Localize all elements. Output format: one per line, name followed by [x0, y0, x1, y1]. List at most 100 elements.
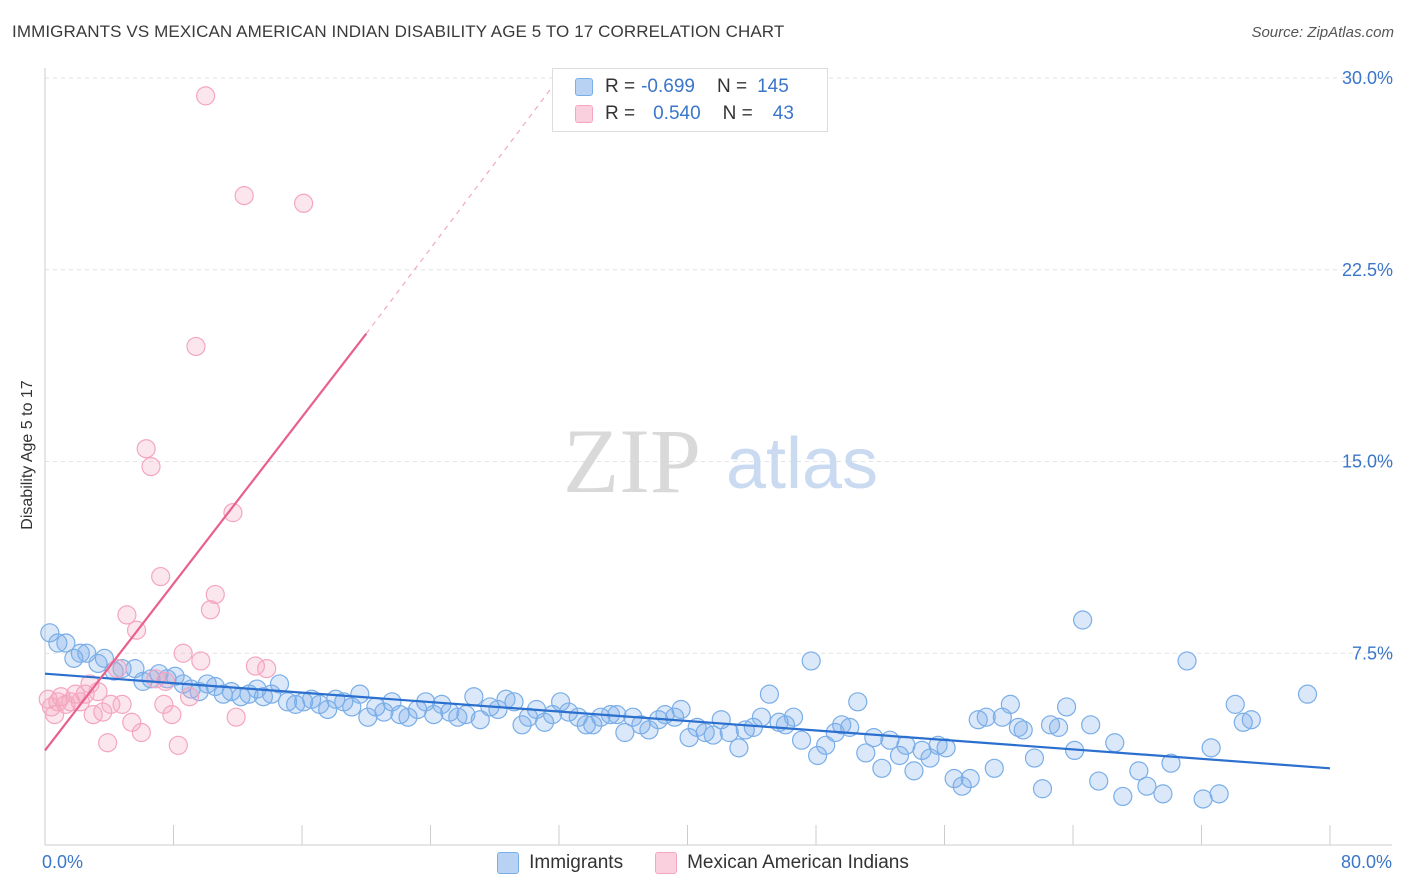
immigrants-point — [1081, 715, 1101, 735]
immigrants-trend-line — [44, 672, 1331, 770]
immigrants-point — [64, 648, 84, 668]
mexican-american-indians-point — [234, 186, 254, 206]
immigrants-point — [1241, 710, 1261, 730]
immigrants-point — [88, 653, 108, 674]
immigrants-point — [1113, 786, 1133, 807]
y-tick-label: 30.0% — [1342, 68, 1393, 88]
immigrants-point — [1000, 694, 1020, 714]
immigrants-point — [751, 707, 771, 727]
immigrants-point — [70, 643, 90, 663]
series-name-immigrants: Immigrants — [529, 852, 624, 873]
mexican-american-indians-point — [112, 694, 132, 714]
y-tick-label: 15.0% — [1342, 452, 1393, 472]
immigrants-point — [94, 648, 115, 668]
mexican-american-indians-point — [141, 457, 161, 477]
axes — [44, 68, 1392, 846]
chart-title: IMMIGRANTS VS MEXICAN AMERICAN INDIAN DI… — [12, 22, 785, 41]
immigrants-point — [374, 702, 394, 722]
immigrants-point — [1137, 776, 1157, 796]
trend-lines — [44, 77, 1331, 770]
immigrants-point — [904, 761, 924, 781]
immigrants-points — [40, 610, 1318, 809]
mexican-american-indians-point — [257, 658, 277, 679]
mexican-american-indians-point — [223, 503, 243, 523]
mexican-american-indians-point — [200, 600, 221, 620]
immigrants-point — [424, 705, 444, 725]
immigrants-point — [504, 692, 524, 712]
legend-n-value: 43 — [772, 103, 794, 124]
immigrants-point — [719, 722, 739, 743]
immigrants-point — [1297, 684, 1318, 704]
mexican-american-indians-trend-extension — [365, 77, 560, 335]
mexican-american-indians-point — [136, 439, 156, 459]
y-tick-label: 7.5% — [1352, 643, 1393, 663]
mexican-american-indians-point — [151, 566, 171, 587]
immigrants-point — [1073, 610, 1093, 630]
watermark-atlas: atlas — [726, 424, 878, 504]
mexican-american-indians-point — [179, 687, 200, 707]
mexican-american-indians-point — [98, 733, 118, 753]
immigrants-point — [896, 735, 916, 755]
immigrants-point — [1201, 738, 1221, 758]
immigrants-point — [936, 738, 956, 758]
mexican-american-indians-point — [154, 694, 174, 714]
immigrants-point — [952, 776, 972, 796]
series-legend: Immigrants Mexican American Indians — [0, 852, 1406, 874]
immigrants-point — [856, 743, 876, 763]
immigrants-point — [808, 745, 828, 766]
watermark: ZIP atlas — [563, 410, 878, 512]
immigrants-point — [1013, 720, 1033, 740]
watermark-zip: ZIP — [563, 410, 701, 512]
immigrants-point — [165, 666, 185, 686]
mexican-american-indians-point — [226, 707, 246, 727]
immigrants-point — [534, 712, 555, 732]
mexican-american-indians-point — [205, 584, 225, 605]
legend-n-value: 145 — [757, 76, 789, 97]
immigrants-point — [791, 730, 812, 750]
immigrants-point — [398, 707, 418, 727]
immigrants-point — [944, 768, 964, 789]
legend-n-label: N = — [716, 76, 748, 97]
immigrants-point — [1032, 779, 1053, 799]
immigrants-point — [512, 715, 532, 735]
immigrants-point — [801, 651, 821, 671]
immigrants-point — [783, 707, 804, 727]
legend-r-value: 0.540 — [653, 103, 701, 124]
immigrants-point — [615, 722, 635, 743]
mexican-american-indians-points — [38, 86, 314, 755]
immigrants-point — [848, 692, 868, 712]
immigrants-point — [470, 710, 490, 730]
immigrants-point — [1089, 771, 1109, 791]
series-name-mexican-american-indians: Mexican American Indians — [687, 852, 909, 873]
immigrants-point — [984, 758, 1004, 778]
legend-r-label: R = — [605, 76, 636, 97]
immigrants-point — [816, 735, 836, 755]
mexican-american-indians-point — [294, 193, 314, 213]
series-swatch-mexican-american-indians — [655, 852, 678, 874]
immigrants-point — [269, 674, 290, 694]
immigrants-point — [703, 725, 723, 745]
mexican-american-indians-point — [101, 694, 121, 714]
series-legend-immigrants[interactable]: Immigrants — [497, 852, 623, 874]
x-tick-label-max: 80.0% — [1340, 852, 1392, 872]
immigrants-point — [1193, 789, 1213, 809]
mexican-american-indians-point — [191, 651, 211, 671]
immigrants-point — [1153, 784, 1173, 804]
legend-n-label: N = — [722, 103, 753, 124]
immigrants-point — [48, 633, 68, 653]
series-legend-mexican-american-indians[interactable]: Mexican American Indians — [655, 852, 909, 874]
immigrants-point — [488, 699, 508, 720]
immigrants-point — [40, 623, 60, 643]
immigrants-point — [639, 720, 659, 740]
mexican-american-indians-point — [196, 86, 216, 106]
source-note: Source: ZipAtlas.com — [1251, 24, 1394, 41]
immigrants-point — [864, 728, 884, 748]
immigrants-point — [1225, 694, 1245, 714]
immigrants-point — [1177, 651, 1197, 671]
immigrants-point — [976, 707, 996, 727]
immigrants-point — [759, 684, 780, 704]
immigrants-point — [880, 730, 900, 750]
stats-legend: R = -0.699 N = 145 R = 0.540 N = 43 — [552, 68, 828, 132]
immigrants-point — [889, 745, 910, 766]
